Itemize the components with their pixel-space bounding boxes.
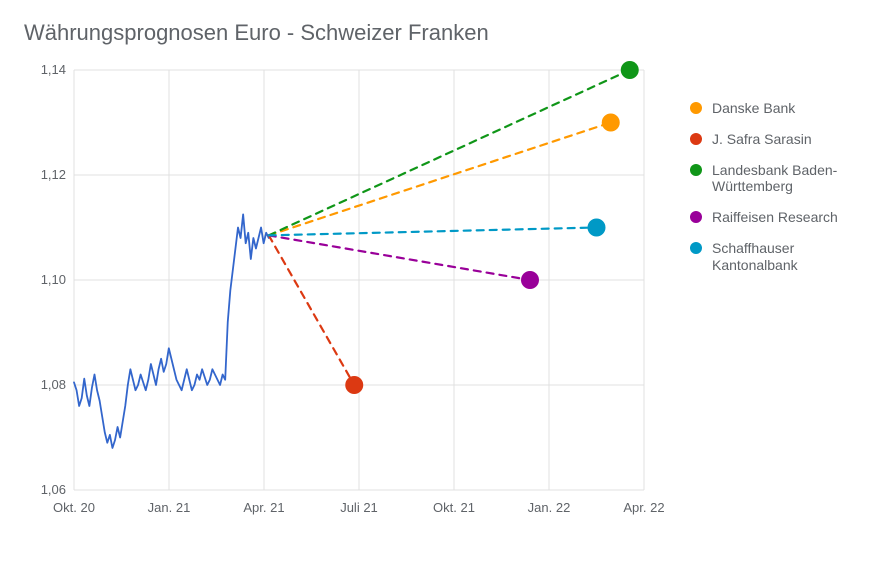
legend-item: Schaffhauser Kantonalbank — [690, 240, 870, 274]
forecast-line — [269, 228, 597, 236]
forecast-marker — [521, 271, 539, 289]
legend-dot-icon — [690, 211, 702, 223]
legend-item: Raiffeisen Research — [690, 209, 870, 226]
y-tick-label: 1,14 — [41, 62, 66, 77]
x-tick-label: Juli 21 — [340, 500, 378, 515]
legend: Danske Bank J. Safra Sarasin Landesbank Ba… — [690, 100, 870, 288]
legend-item: Landesbank Baden-Württemberg — [690, 162, 870, 196]
forecast-marker — [621, 61, 639, 79]
x-tick-label: Apr. 22 — [623, 500, 664, 515]
legend-label: Danske Bank — [712, 100, 795, 117]
forecast-line — [269, 235, 355, 385]
legend-label: J. Safra Sarasin — [712, 131, 812, 148]
y-tick-label: 1,12 — [41, 167, 66, 182]
forecast-line — [269, 70, 630, 235]
x-tick-label: Okt. 20 — [53, 500, 95, 515]
historical-line — [74, 214, 269, 448]
forecast-line — [269, 123, 611, 236]
legend-label: Schaffhauser Kantonalbank — [712, 240, 870, 274]
y-tick-label: 1,06 — [41, 482, 66, 497]
grid — [74, 70, 644, 490]
legend-dot-icon — [690, 102, 702, 114]
forecast-marker — [345, 376, 363, 394]
forecast-line — [269, 235, 530, 280]
legend-dot-icon — [690, 164, 702, 176]
chart-container: Währungsprognosen Euro - Schweizer Frank… — [0, 0, 890, 561]
legend-dot-icon — [690, 242, 702, 254]
chart-title: Währungsprognosen Euro - Schweizer Frank… — [24, 20, 870, 46]
y-tick-label: 1,08 — [41, 377, 66, 392]
chart-plot: 1,06 1,08 1,10 1,12 1,14 Okt. 20 Jan. 21 Apr. 2… — [24, 60, 664, 530]
x-tick-label: Apr. 21 — [243, 500, 284, 515]
x-tick-label: Okt. 21 — [433, 500, 475, 515]
forecast-marker — [602, 114, 620, 132]
legend-item: Danske Bank — [690, 100, 870, 117]
legend-label: Landesbank Baden-Württemberg — [712, 162, 870, 196]
y-tick-label: 1,10 — [41, 272, 66, 287]
legend-item: J. Safra Sarasin — [690, 131, 870, 148]
x-tick-label: Jan. 22 — [528, 500, 571, 515]
forecast-marker — [588, 219, 606, 237]
chart-svg: 1,06 1,08 1,10 1,12 1,14 Okt. 20 Jan. 21 Apr. 2… — [24, 60, 664, 530]
legend-label: Raiffeisen Research — [712, 209, 838, 226]
x-tick-label: Jan. 21 — [148, 500, 191, 515]
legend-dot-icon — [690, 133, 702, 145]
